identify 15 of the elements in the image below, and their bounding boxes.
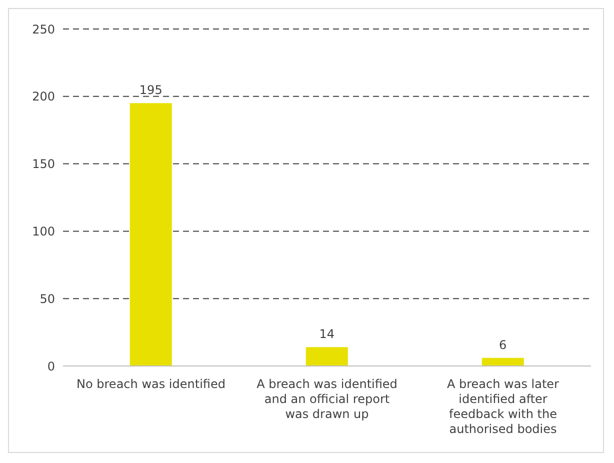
x-tick-label: A breach was later identified after feedback with the authorised bodies xyxy=(446,377,560,436)
bar xyxy=(306,347,348,366)
x-tick-label: No breach was identified xyxy=(76,377,226,391)
data-label: 6 xyxy=(499,338,507,352)
y-tick-label: 200 xyxy=(32,90,55,104)
y-tick-label: 0 xyxy=(47,359,55,374)
data-label: 14 xyxy=(319,327,335,342)
y-tick-label: 100 xyxy=(32,224,55,238)
y-tick-label: 50 xyxy=(40,292,55,306)
data-label: 195 xyxy=(139,83,162,98)
y-tick-label: 150 xyxy=(32,157,55,172)
y-tick-label: 250 xyxy=(32,22,55,36)
bar xyxy=(482,358,524,366)
bar xyxy=(130,103,172,366)
x-tick-label: A breach was identified and an official report was drawn up xyxy=(256,377,398,421)
